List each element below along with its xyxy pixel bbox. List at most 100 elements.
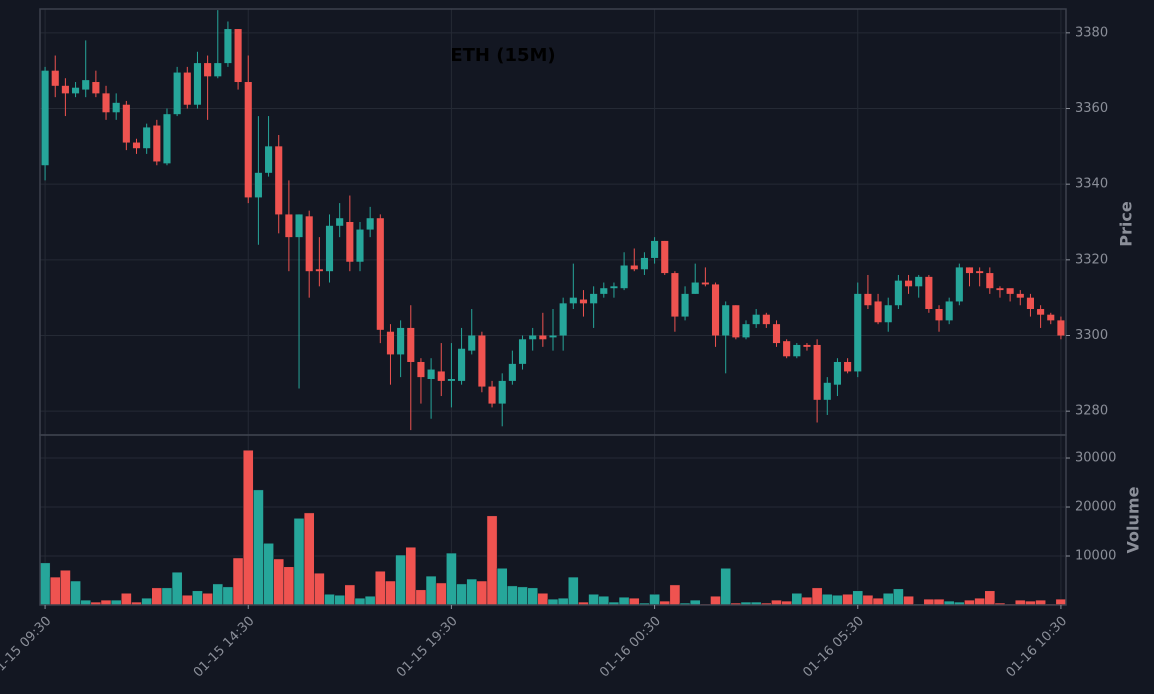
volume-bar [222, 586, 234, 606]
candle-body [1057, 320, 1065, 336]
candle-body [844, 361, 852, 372]
volume-bar [242, 449, 254, 606]
candle-body [539, 335, 547, 340]
y-tick-label: 3340 [1075, 177, 1108, 192]
candle-body [458, 348, 466, 381]
volume-bar [872, 597, 884, 606]
candle-body [305, 216, 313, 272]
candle-body [285, 214, 293, 238]
candle-body [234, 29, 242, 83]
volume-bar [435, 582, 447, 606]
candle-body [1047, 314, 1055, 321]
candle-body [915, 276, 923, 287]
volume-bar [39, 562, 51, 606]
volume-bar [903, 595, 914, 606]
candle-body [183, 72, 191, 105]
volume-bar [862, 594, 874, 606]
volume-bar [527, 587, 539, 606]
volume-bar [314, 572, 325, 606]
candle-body [701, 282, 709, 285]
candle-body [61, 85, 69, 94]
candle-body [518, 339, 527, 364]
volume-bar [192, 590, 203, 606]
volume-bar [517, 586, 528, 606]
candle-body [925, 276, 933, 310]
volume-bar [588, 593, 599, 606]
y-tick-label: 3320 [1075, 252, 1108, 267]
candle-body [640, 257, 648, 270]
candle-body [275, 146, 283, 215]
candle-body [295, 214, 303, 238]
volume-bar [253, 489, 264, 606]
volume-bar [791, 592, 803, 606]
volume-axis-label: Volume [1124, 486, 1143, 553]
volume-bar [70, 580, 81, 606]
candle-body [955, 267, 963, 302]
volume-bar [171, 571, 183, 606]
candle-body [569, 297, 577, 304]
chart-title: ETH (15M) [450, 45, 555, 66]
candle-body [112, 102, 120, 113]
volume-bar [121, 592, 132, 606]
candle-body [397, 327, 405, 355]
candle-body [102, 93, 110, 113]
volume-bar [60, 569, 71, 606]
price-axis-label: Price [1117, 201, 1136, 247]
candle-body [722, 305, 730, 336]
volume-bar [547, 598, 559, 606]
candle-body [874, 301, 882, 323]
x-tick-label: 01-15 14:30 [191, 614, 258, 681]
volume-bar [283, 566, 295, 606]
volume-bar [567, 576, 579, 606]
candle-body [945, 301, 953, 321]
candle-body [356, 229, 364, 262]
candle-body [976, 271, 984, 274]
volume-bar [395, 554, 406, 606]
candle-body [153, 125, 161, 162]
candle-body [386, 331, 395, 355]
candle-body [884, 305, 892, 323]
candle-body [173, 72, 181, 115]
x-tick-label: 01-16 00:30 [597, 614, 664, 681]
candle-body [346, 222, 354, 262]
volume-bar [832, 594, 843, 606]
volume-bar [537, 592, 549, 606]
volume-panel-frame [39, 434, 1067, 606]
volume-bar [710, 595, 721, 606]
candle-body [671, 273, 679, 317]
candle-body [122, 104, 130, 143]
y-tick-label: 3280 [1075, 404, 1108, 419]
candle-body [265, 146, 273, 173]
candle-body [417, 361, 425, 378]
candle-body [772, 324, 781, 344]
volume-bar [374, 570, 386, 606]
candle-body [488, 386, 496, 404]
volume-bar [334, 594, 346, 606]
candle-body [244, 82, 252, 198]
volume-bar [456, 583, 467, 606]
candle-body [498, 380, 506, 404]
candle-body [478, 335, 486, 387]
candle-body [661, 240, 669, 274]
volume-bar [293, 518, 305, 606]
candle-body [427, 369, 435, 380]
volume-bar [882, 592, 894, 606]
candle-body [823, 382, 831, 400]
candle-body [376, 218, 384, 330]
candle-body [193, 63, 202, 105]
candle-body [437, 371, 445, 381]
candle-body [204, 63, 212, 77]
candle-body [163, 114, 171, 164]
candle-body [864, 293, 872, 306]
candle-body [1026, 297, 1035, 310]
volume-bar [425, 575, 437, 606]
candle-body [325, 225, 334, 272]
volume-bar [466, 578, 478, 606]
candle-body [447, 379, 455, 381]
volume-bar [649, 593, 660, 606]
volume-bar [405, 546, 417, 606]
volume-bar [496, 568, 508, 606]
candle-body [132, 142, 141, 149]
candle-body [508, 363, 516, 381]
